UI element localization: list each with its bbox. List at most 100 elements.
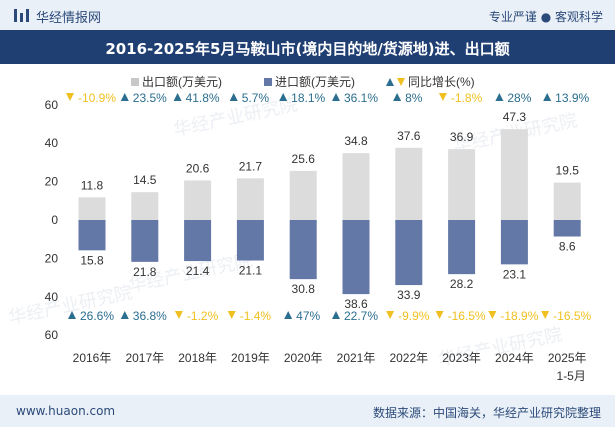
footer-band: www.huaon.com 数据来源：中国海关，华经产业研究院整理: [0, 395, 615, 427]
export-bar: [500, 129, 528, 220]
import-value-label: 30.8: [292, 282, 316, 296]
y-tick-label: 40: [45, 136, 59, 150]
import-growth-label: -1.2%: [187, 309, 219, 323]
x-category-label: 1-5月: [557, 369, 586, 383]
export-bar: [184, 180, 212, 220]
export-growth-label: 23.5%: [133, 91, 167, 105]
x-category-label: 2025年: [548, 351, 587, 365]
legend-import-swatch: [264, 78, 272, 86]
up-triangle-icon: [284, 311, 293, 319]
export-value-label: 19.5: [556, 164, 580, 178]
export-bar: [131, 192, 159, 220]
up-triangle-icon: [173, 93, 182, 101]
import-growth-label: -16.5%: [448, 309, 486, 323]
import-value-label: 28.2: [450, 277, 474, 291]
legend-export-swatch: [131, 78, 139, 86]
title-band: 2016-2025年5月马鞍山市(境内目的地/货源地)进、出口额: [0, 30, 615, 64]
export-bar: [342, 153, 370, 220]
down-triangle-icon: [435, 311, 444, 319]
x-category-label: 2024年: [495, 351, 534, 365]
export-value-label: 47.3: [503, 110, 527, 124]
import-value-label: 33.9: [397, 288, 421, 302]
import-growth-label: 36.8%: [133, 309, 167, 323]
up-triangle-icon: [120, 311, 129, 319]
import-bar: [131, 220, 159, 262]
export-growth-label: 41.8%: [186, 91, 220, 105]
import-value-label: 21.8: [133, 265, 157, 279]
top-band: 华经情报网 专业严谨 ● 客观科学: [0, 0, 615, 30]
up-triangle-icon: [229, 93, 238, 101]
legend-growth-label: 同比增长(%): [408, 75, 475, 89]
x-category-label: 2021年: [337, 351, 376, 365]
down-triangle-icon: [438, 93, 447, 101]
export-value-label: 11.8: [81, 178, 104, 192]
import-value-label: 23.1: [503, 267, 527, 281]
brand-tagline: 专业严谨 ● 客观科学: [488, 10, 603, 24]
import-bar: [236, 220, 264, 261]
import-bar: [448, 220, 476, 275]
export-bar: [448, 149, 476, 220]
down-triangle-icon: [386, 311, 395, 319]
import-growth-label: 22.7%: [344, 309, 378, 323]
up-triangle-icon: [543, 93, 552, 101]
up-triangle-icon: [279, 93, 288, 101]
export-growth-label: -10.9%: [78, 91, 116, 105]
import-bar: [342, 220, 370, 295]
import-value-label: 21.1: [239, 264, 263, 278]
x-category-label: 2018年: [178, 351, 217, 365]
import-growth-label: 47%: [296, 309, 320, 323]
y-tick-label: 20: [45, 175, 59, 189]
export-value-label: 14.5: [133, 173, 157, 187]
export-growth-label: 13.9%: [555, 91, 589, 105]
down-triangle-icon: [488, 311, 497, 319]
export-bar: [395, 147, 423, 220]
y-tick-label: 0: [51, 213, 58, 227]
down-triangle-icon: [174, 311, 183, 319]
up-triangle-icon: [67, 311, 76, 319]
x-category-label: 2017年: [125, 351, 164, 365]
footer-source: 数据来源：中国海关，华经产业研究院整理: [372, 406, 601, 420]
import-bar: [289, 220, 317, 280]
export-growth-label: 18.1%: [291, 91, 325, 105]
import-value-label: 8.6: [559, 240, 576, 254]
import-bar: [395, 220, 423, 286]
x-category-label: 2022年: [389, 351, 428, 365]
export-value-label: 25.6: [292, 152, 316, 166]
brand-logo-icon: [14, 9, 29, 22]
y-tick-label: 60: [45, 98, 59, 112]
export-bar: [236, 178, 264, 220]
up-triangle-icon: [495, 93, 504, 101]
export-value-label: 21.7: [239, 159, 263, 173]
export-value-label: 34.8: [344, 134, 368, 148]
legend-down-triangle-icon: [397, 78, 405, 86]
chart-title: 2016-2025年5月马鞍山市(境内目的地/货源地)进、出口额: [105, 40, 510, 58]
import-growth-label: -16.5%: [553, 309, 591, 323]
export-value-label: 20.6: [186, 161, 210, 175]
up-triangle-icon: [393, 93, 402, 101]
up-triangle-icon: [120, 93, 129, 101]
up-triangle-icon: [331, 93, 340, 101]
y-tick-label: 40: [45, 290, 59, 304]
legend-import-label: 进口额(万美元): [275, 75, 355, 89]
import-bar: [184, 220, 212, 262]
import-bar: [553, 220, 581, 237]
export-bar: [553, 182, 581, 220]
brand-name: 华经情报网: [36, 11, 102, 26]
x-category-label: 2023年: [442, 351, 481, 365]
export-growth-label: 28%: [507, 91, 531, 105]
import-growth-label: -18.9%: [500, 309, 538, 323]
watermark-text: 华经产业研究院: [7, 282, 135, 329]
y-tick-label: 60: [45, 328, 59, 342]
down-triangle-icon: [541, 311, 550, 319]
import-bar: [500, 220, 528, 265]
import-growth-label: 26.6%: [80, 309, 114, 323]
export-bar: [289, 170, 317, 220]
export-value-label: 37.6: [397, 129, 421, 143]
import-bar: [78, 220, 106, 251]
up-triangle-icon: [331, 311, 340, 319]
export-bar: [78, 197, 106, 220]
x-category-label: 2019年: [231, 351, 270, 365]
chart-area: 华经产业研究院华经产业研究院华经产业研究院华经产业研究院华经产业研究院出口额(万…: [7, 75, 592, 383]
import-growth-label: -9.9%: [398, 309, 430, 323]
